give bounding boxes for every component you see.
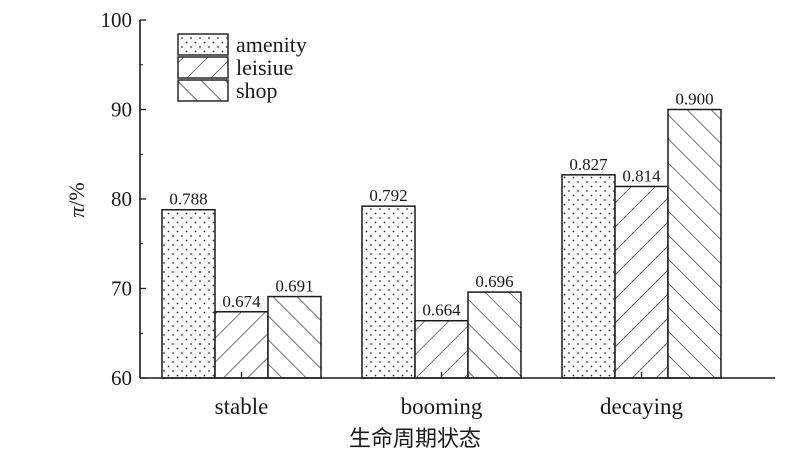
legend-swatch-shop [177, 79, 229, 102]
bar-amenity-decaying [561, 174, 616, 379]
legend-label-amenity: amenity [236, 32, 307, 57]
legend-swatch-leisiue [177, 56, 229, 79]
y-tick-label: 90 [111, 98, 132, 122]
data-label-leisiue-decaying: 0.814 [622, 166, 661, 185]
x-axis-title: 生命周期状态 [349, 427, 481, 452]
data-label-shop-decaying: 0.900 [675, 90, 713, 109]
x-tick-label: booming [401, 394, 483, 419]
bar-amenity-stable [161, 208, 216, 379]
data-label-shop-booming: 0.696 [475, 272, 513, 291]
x-tick-label: decaying [600, 394, 684, 419]
x-tick-label: stable [215, 394, 269, 419]
data-label-amenity-booming: 0.792 [369, 186, 407, 205]
bar-shop-decaying [667, 108, 722, 379]
y-tick-label: 80 [111, 187, 132, 211]
bar-leisiue-decaying [614, 185, 669, 379]
legend-label-leisiue: leisiue [236, 55, 293, 80]
legend-swatch-amenity [177, 33, 229, 56]
bar-leisiue-stable [214, 311, 269, 379]
bar-amenity-booming [361, 205, 416, 379]
bar-shop-stable [267, 295, 322, 379]
y-tick-label: 60 [111, 366, 132, 390]
data-label-amenity-decaying: 0.827 [569, 155, 608, 174]
data-label-shop-stable: 0.691 [275, 277, 313, 296]
y-tick-label: 100 [101, 8, 133, 32]
y-tick-label: 70 [111, 277, 132, 301]
data-label-amenity-stable: 0.788 [169, 190, 207, 209]
plot-area: 0.788 0.674 0.691 stable 0.792 0.664 0.696 boom… [101, 8, 775, 419]
bar-shop-booming [467, 291, 522, 379]
y-axis-title: π/% [64, 182, 89, 217]
bar-leisiue-booming [414, 319, 469, 379]
data-label-leisiue-stable: 0.674 [222, 292, 261, 311]
legend-label-shop: shop [236, 78, 278, 103]
data-label-leisiue-booming: 0.664 [422, 301, 461, 320]
